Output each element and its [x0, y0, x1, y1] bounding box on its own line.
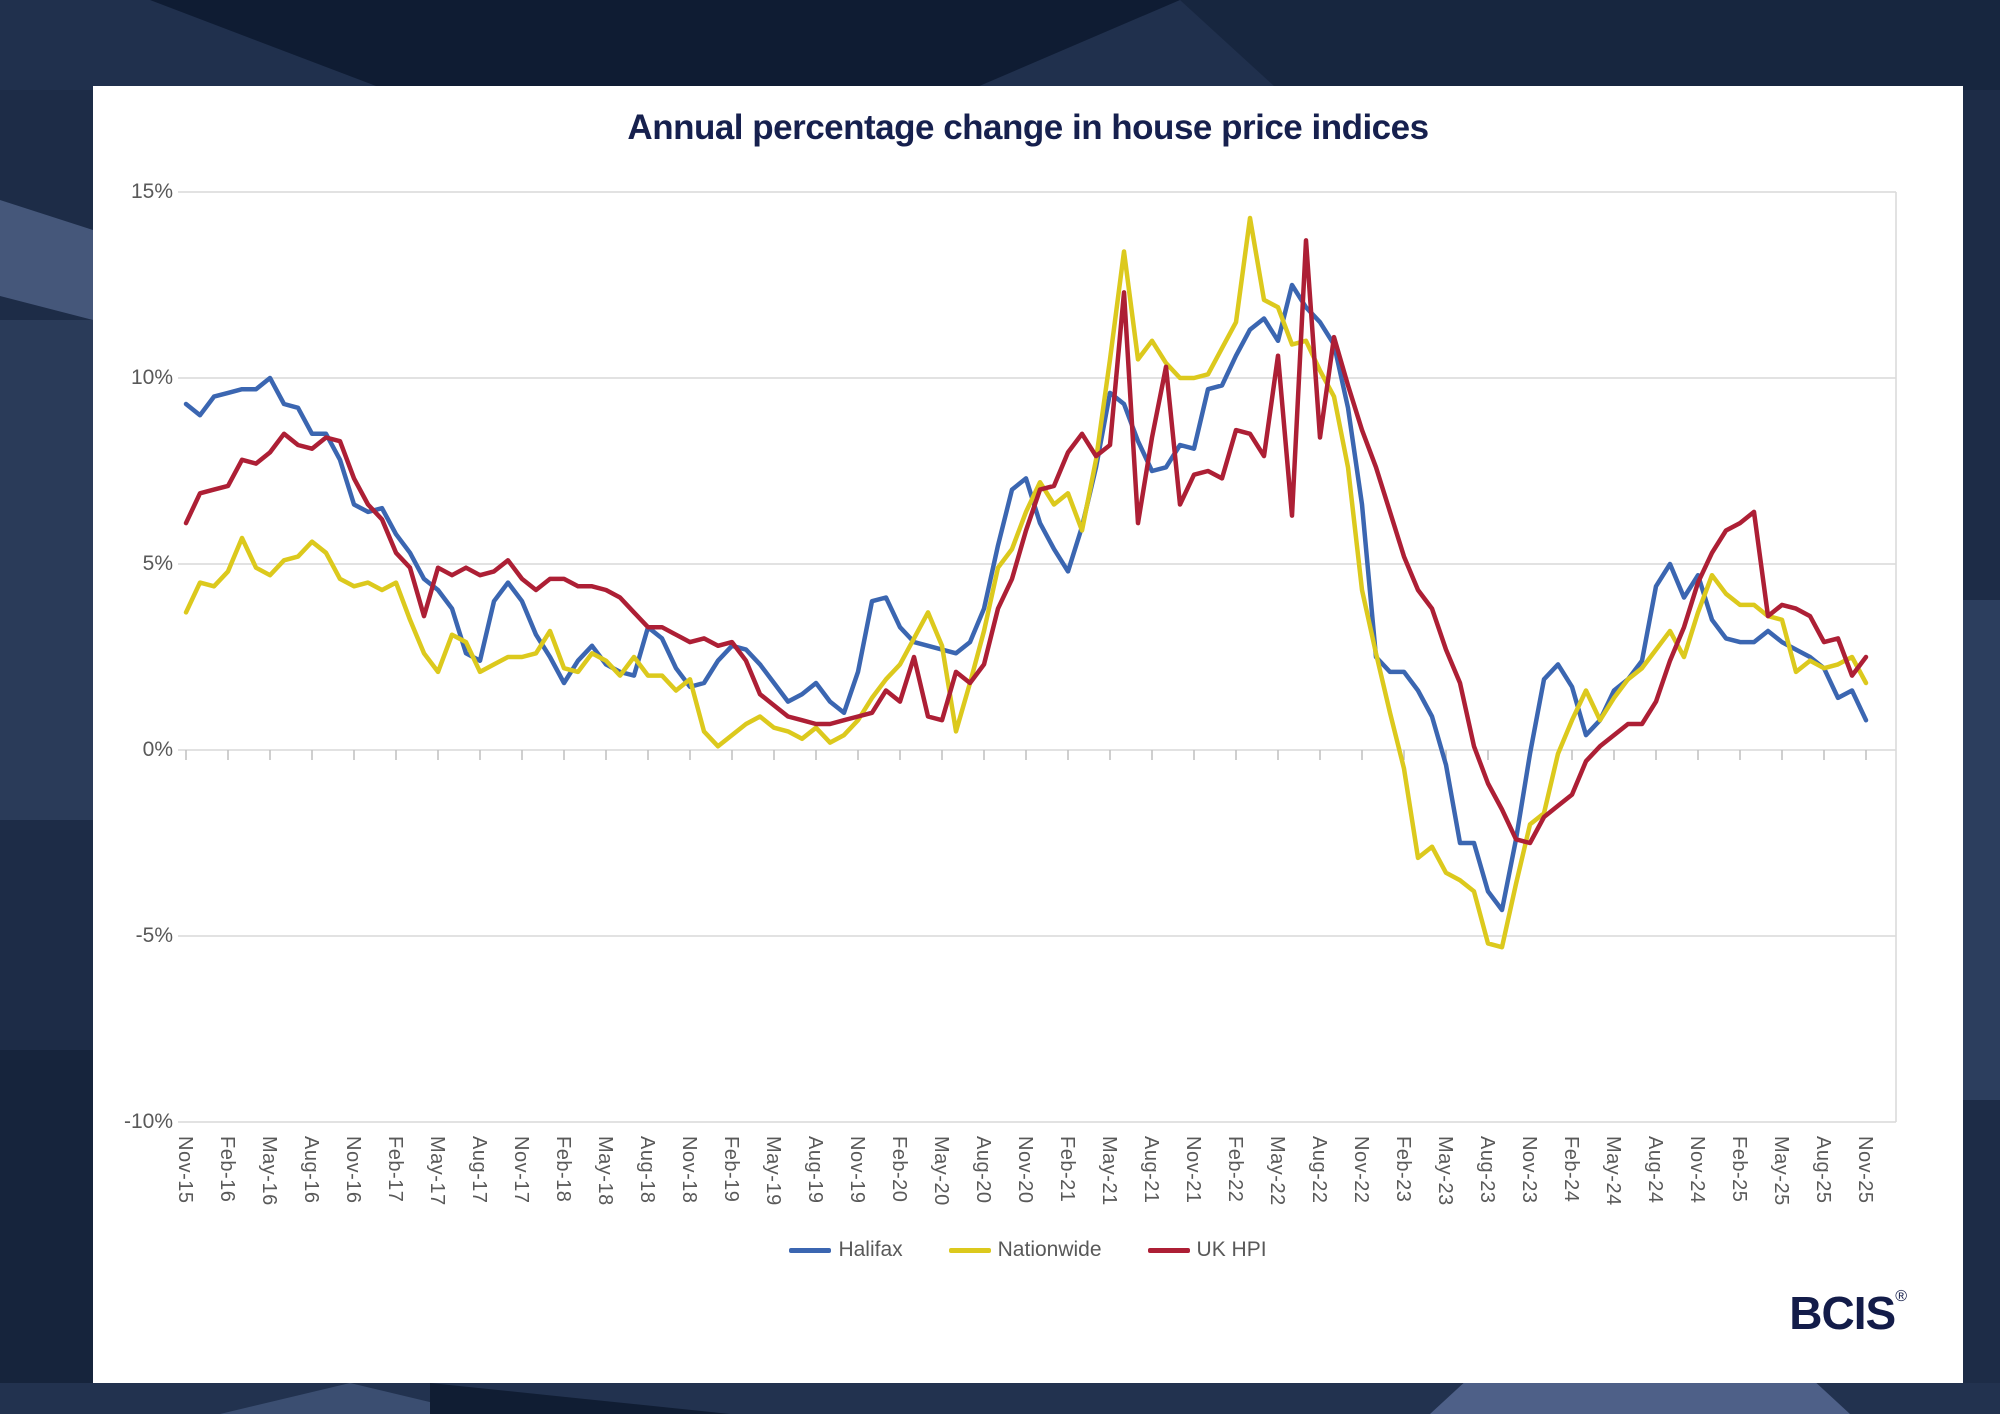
line-chart-plot [178, 191, 1897, 1123]
legend-item-uk-hpi: UK HPI [1147, 1238, 1267, 1262]
x-axis-label-May-22: May-22 [1266, 1136, 1288, 1206]
x-axis-label-Feb-24: Feb-24 [1560, 1136, 1582, 1203]
x-axis-label-Feb-19: Feb-19 [720, 1136, 742, 1203]
x-axis-label-Aug-25: Aug-25 [1812, 1136, 1834, 1204]
x-axis-label-May-20: May-20 [930, 1136, 952, 1206]
x-axis-label-Nov-24: Nov-24 [1686, 1136, 1708, 1204]
x-axis-label-Nov-25: Nov-25 [1854, 1136, 1876, 1204]
series-line-nationwide [183, 215, 1869, 950]
legend-item-halifax: Halifax [789, 1238, 903, 1262]
legend-line-swatch [948, 1247, 991, 1253]
x-axis-label-Aug-22: Aug-22 [1308, 1136, 1330, 1204]
border-facet-left-mid [0, 320, 93, 820]
x-axis-label-May-23: May-23 [1434, 1136, 1456, 1206]
registered-trademark-icon: ® [1895, 1288, 1907, 1305]
series-line-uk-hpi [183, 238, 1869, 846]
x-axis-label-Feb-22: Feb-22 [1224, 1136, 1246, 1203]
y-axis-label--5%: -5% [135, 924, 173, 947]
chart-title: Annual percentage change in house price … [627, 108, 1429, 147]
x-axis-label-Feb-16: Feb-16 [216, 1136, 238, 1203]
border-facet-bottom-right-light [1430, 1383, 1850, 1414]
x-axis-label-Nov-21: Nov-21 [1182, 1136, 1204, 1204]
x-axis-label-Feb-25: Feb-25 [1728, 1136, 1750, 1203]
x-axis-label-Aug-21: Aug-21 [1140, 1136, 1162, 1204]
y-axis-label-0%: 0% [142, 738, 173, 761]
legend-line-swatch [1147, 1247, 1190, 1253]
x-axis-label-Nov-15: Nov-15 [174, 1136, 196, 1204]
legend-label: Halifax [838, 1238, 903, 1261]
border-facet-top-right [1180, 0, 2000, 90]
x-axis-label-May-24: May-24 [1602, 1136, 1624, 1206]
y-axis-label-10%: 10% [130, 366, 173, 389]
legend-line-swatch [789, 1247, 832, 1253]
x-axis-label-Feb-21: Feb-21 [1056, 1136, 1078, 1203]
border-facet-left-low [0, 1050, 93, 1414]
legend-label: Nationwide [997, 1238, 1102, 1261]
x-axis-label-Aug-16: Aug-16 [300, 1136, 322, 1204]
x-axis-label-Nov-20: Nov-20 [1014, 1136, 1036, 1204]
x-axis-label-Aug-19: Aug-19 [804, 1136, 826, 1204]
chart-card: Annual percentage change in house price … [93, 86, 1963, 1383]
x-axis-label-Feb-20: Feb-20 [888, 1136, 910, 1203]
legend-label: UK HPI [1196, 1238, 1267, 1261]
x-axis-label-Aug-24: Aug-24 [1644, 1136, 1666, 1204]
bcis-logo-text: BCIS [1789, 1287, 1896, 1339]
x-axis-label-May-25: May-25 [1770, 1136, 1792, 1206]
x-axis-label-Aug-17: Aug-17 [468, 1136, 490, 1204]
x-axis-label-May-19: May-19 [762, 1136, 784, 1206]
bcis-logo: BCIS® [1789, 1274, 1907, 1336]
x-axis-label-Nov-23: Nov-23 [1518, 1136, 1540, 1204]
x-axis-label-May-17: May-17 [426, 1136, 448, 1206]
x-axis-label-Feb-17: Feb-17 [384, 1136, 406, 1203]
x-axis-label-May-18: May-18 [594, 1136, 616, 1206]
x-axis-label-Feb-18: Feb-18 [552, 1136, 574, 1203]
x-axis-label-May-21: May-21 [1098, 1136, 1120, 1206]
x-axis-label-Aug-23: Aug-23 [1476, 1136, 1498, 1204]
chart-legend: Halifax Nationwide UK HPI [93, 1238, 1963, 1262]
x-axis-label-Nov-19: Nov-19 [846, 1136, 868, 1204]
legend-item-nationwide: Nationwide [948, 1238, 1102, 1262]
x-axis-label-Nov-16: Nov-16 [342, 1136, 364, 1204]
border-facet-right [1963, 600, 2000, 1100]
x-axis-label-Aug-18: Aug-18 [636, 1136, 658, 1204]
x-axis-label-Nov-18: Nov-18 [678, 1136, 700, 1204]
y-axis-label--10%: -10% [123, 1110, 173, 1133]
series-line-halifax [183, 282, 1869, 913]
x-axis-label-Nov-17: Nov-17 [510, 1136, 532, 1204]
y-axis-label-5%: 5% [142, 552, 173, 575]
x-axis-label-Nov-22: Nov-22 [1350, 1136, 1372, 1204]
x-axis-label-Aug-20: Aug-20 [972, 1136, 994, 1204]
x-axis-label-May-16: May-16 [258, 1136, 280, 1206]
y-axis-label-15%: 15% [130, 180, 173, 203]
border-facet-left-light [0, 200, 93, 320]
x-axis-label-Feb-23: Feb-23 [1392, 1136, 1414, 1203]
